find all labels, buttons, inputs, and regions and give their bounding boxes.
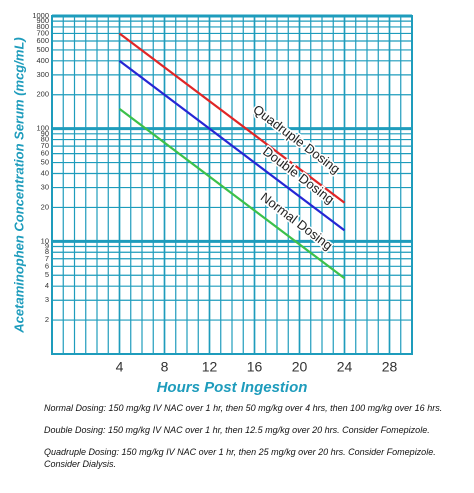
x-tick-label: 12: [202, 359, 218, 375]
y-tick-label: 2: [45, 315, 49, 324]
y-tick-label: 800: [36, 22, 49, 31]
line: [118, 107, 346, 280]
note: Quadruple Dosing: 150 mg/kg IV NAC over …: [44, 447, 436, 469]
y-tick-label: 1000: [32, 11, 49, 20]
y-tick-label: 100: [36, 124, 49, 133]
y-tick-label: 6: [45, 261, 49, 270]
y-tick-label: 700: [36, 28, 49, 37]
plot-frame: [51, 15, 413, 355]
y-tick-label: 500: [36, 45, 49, 54]
x-tick-label: 20: [292, 359, 308, 375]
y-tick-label: 60: [41, 149, 49, 158]
chart: 1000900800700600500400300200100908070605…: [11, 11, 413, 396]
y-tick-label: 40: [41, 168, 49, 177]
y-tick-label: 50: [41, 158, 49, 167]
y-tick-label: 200: [36, 90, 49, 99]
note: Normal Dosing: 150 mg/kg IV NAC over 1 h…: [44, 403, 443, 413]
y-tick-label: 300: [36, 70, 49, 79]
x-tick-label: 8: [161, 359, 169, 375]
y-tick-label: 90: [41, 129, 49, 138]
line: [118, 32, 346, 204]
notes: Normal Dosing: 150 mg/kg IV NAC over 1 h…: [44, 402, 444, 480]
x-axis-label: Hours Post Ingestion: [157, 379, 308, 396]
note: Double Dosing: 150 mg/kg IV NAC over 1 h…: [44, 425, 430, 435]
y-tick-label: 600: [36, 36, 49, 45]
y-axis-label: Acetaminophen Concentration Serum (mcg/m…: [11, 37, 26, 333]
y-tick-label: 8: [45, 247, 49, 256]
y-tick-label: 900: [36, 16, 49, 25]
y-tick-label: 20: [41, 202, 49, 211]
y-tick-label: 10: [41, 236, 49, 245]
line: [118, 59, 346, 232]
x-tick-label: 24: [337, 359, 353, 375]
y-tick-label: 7: [45, 254, 49, 263]
y-tick-label: 70: [41, 141, 49, 150]
y-tick-label: 80: [41, 135, 49, 144]
x-tick-label: 28: [382, 359, 398, 375]
y-tick-label: 5: [45, 270, 49, 279]
x-tick-label: 16: [247, 359, 263, 375]
y-tick-label: 4: [45, 281, 49, 290]
y-tick-label: 30: [41, 183, 49, 192]
y-tick-label: 3: [45, 295, 49, 304]
y-tick-label: 9: [45, 241, 49, 250]
y-tick-label: 400: [36, 56, 49, 65]
x-tick-label: 4: [116, 359, 124, 375]
